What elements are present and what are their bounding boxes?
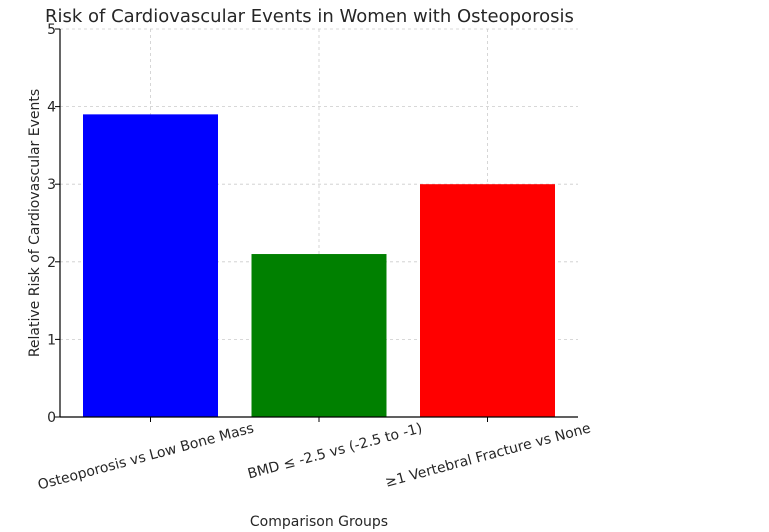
bars (83, 114, 555, 418)
y-axis-label: Relative Risk of Cardiovascular Events (27, 89, 43, 357)
x-axis-label: Comparison Groups (250, 514, 388, 530)
bar (251, 254, 387, 417)
y-tick-label: 0 (47, 410, 56, 426)
chart-title: Risk of Cardiovascular Events in Women w… (45, 6, 574, 27)
x-tick-label: Osteoporosis vs Low Bone Mass (36, 420, 255, 493)
bar (420, 184, 555, 417)
y-tick-label: 2 (47, 255, 56, 271)
y-tick-label: 4 (47, 100, 56, 116)
y-tick-label: 5 (47, 22, 56, 38)
y-tick-label: 3 (47, 177, 56, 193)
y-ticks: 0 1 2 3 4 5 (47, 22, 60, 426)
bar (83, 114, 218, 418)
y-tick-label: 1 (47, 332, 56, 348)
